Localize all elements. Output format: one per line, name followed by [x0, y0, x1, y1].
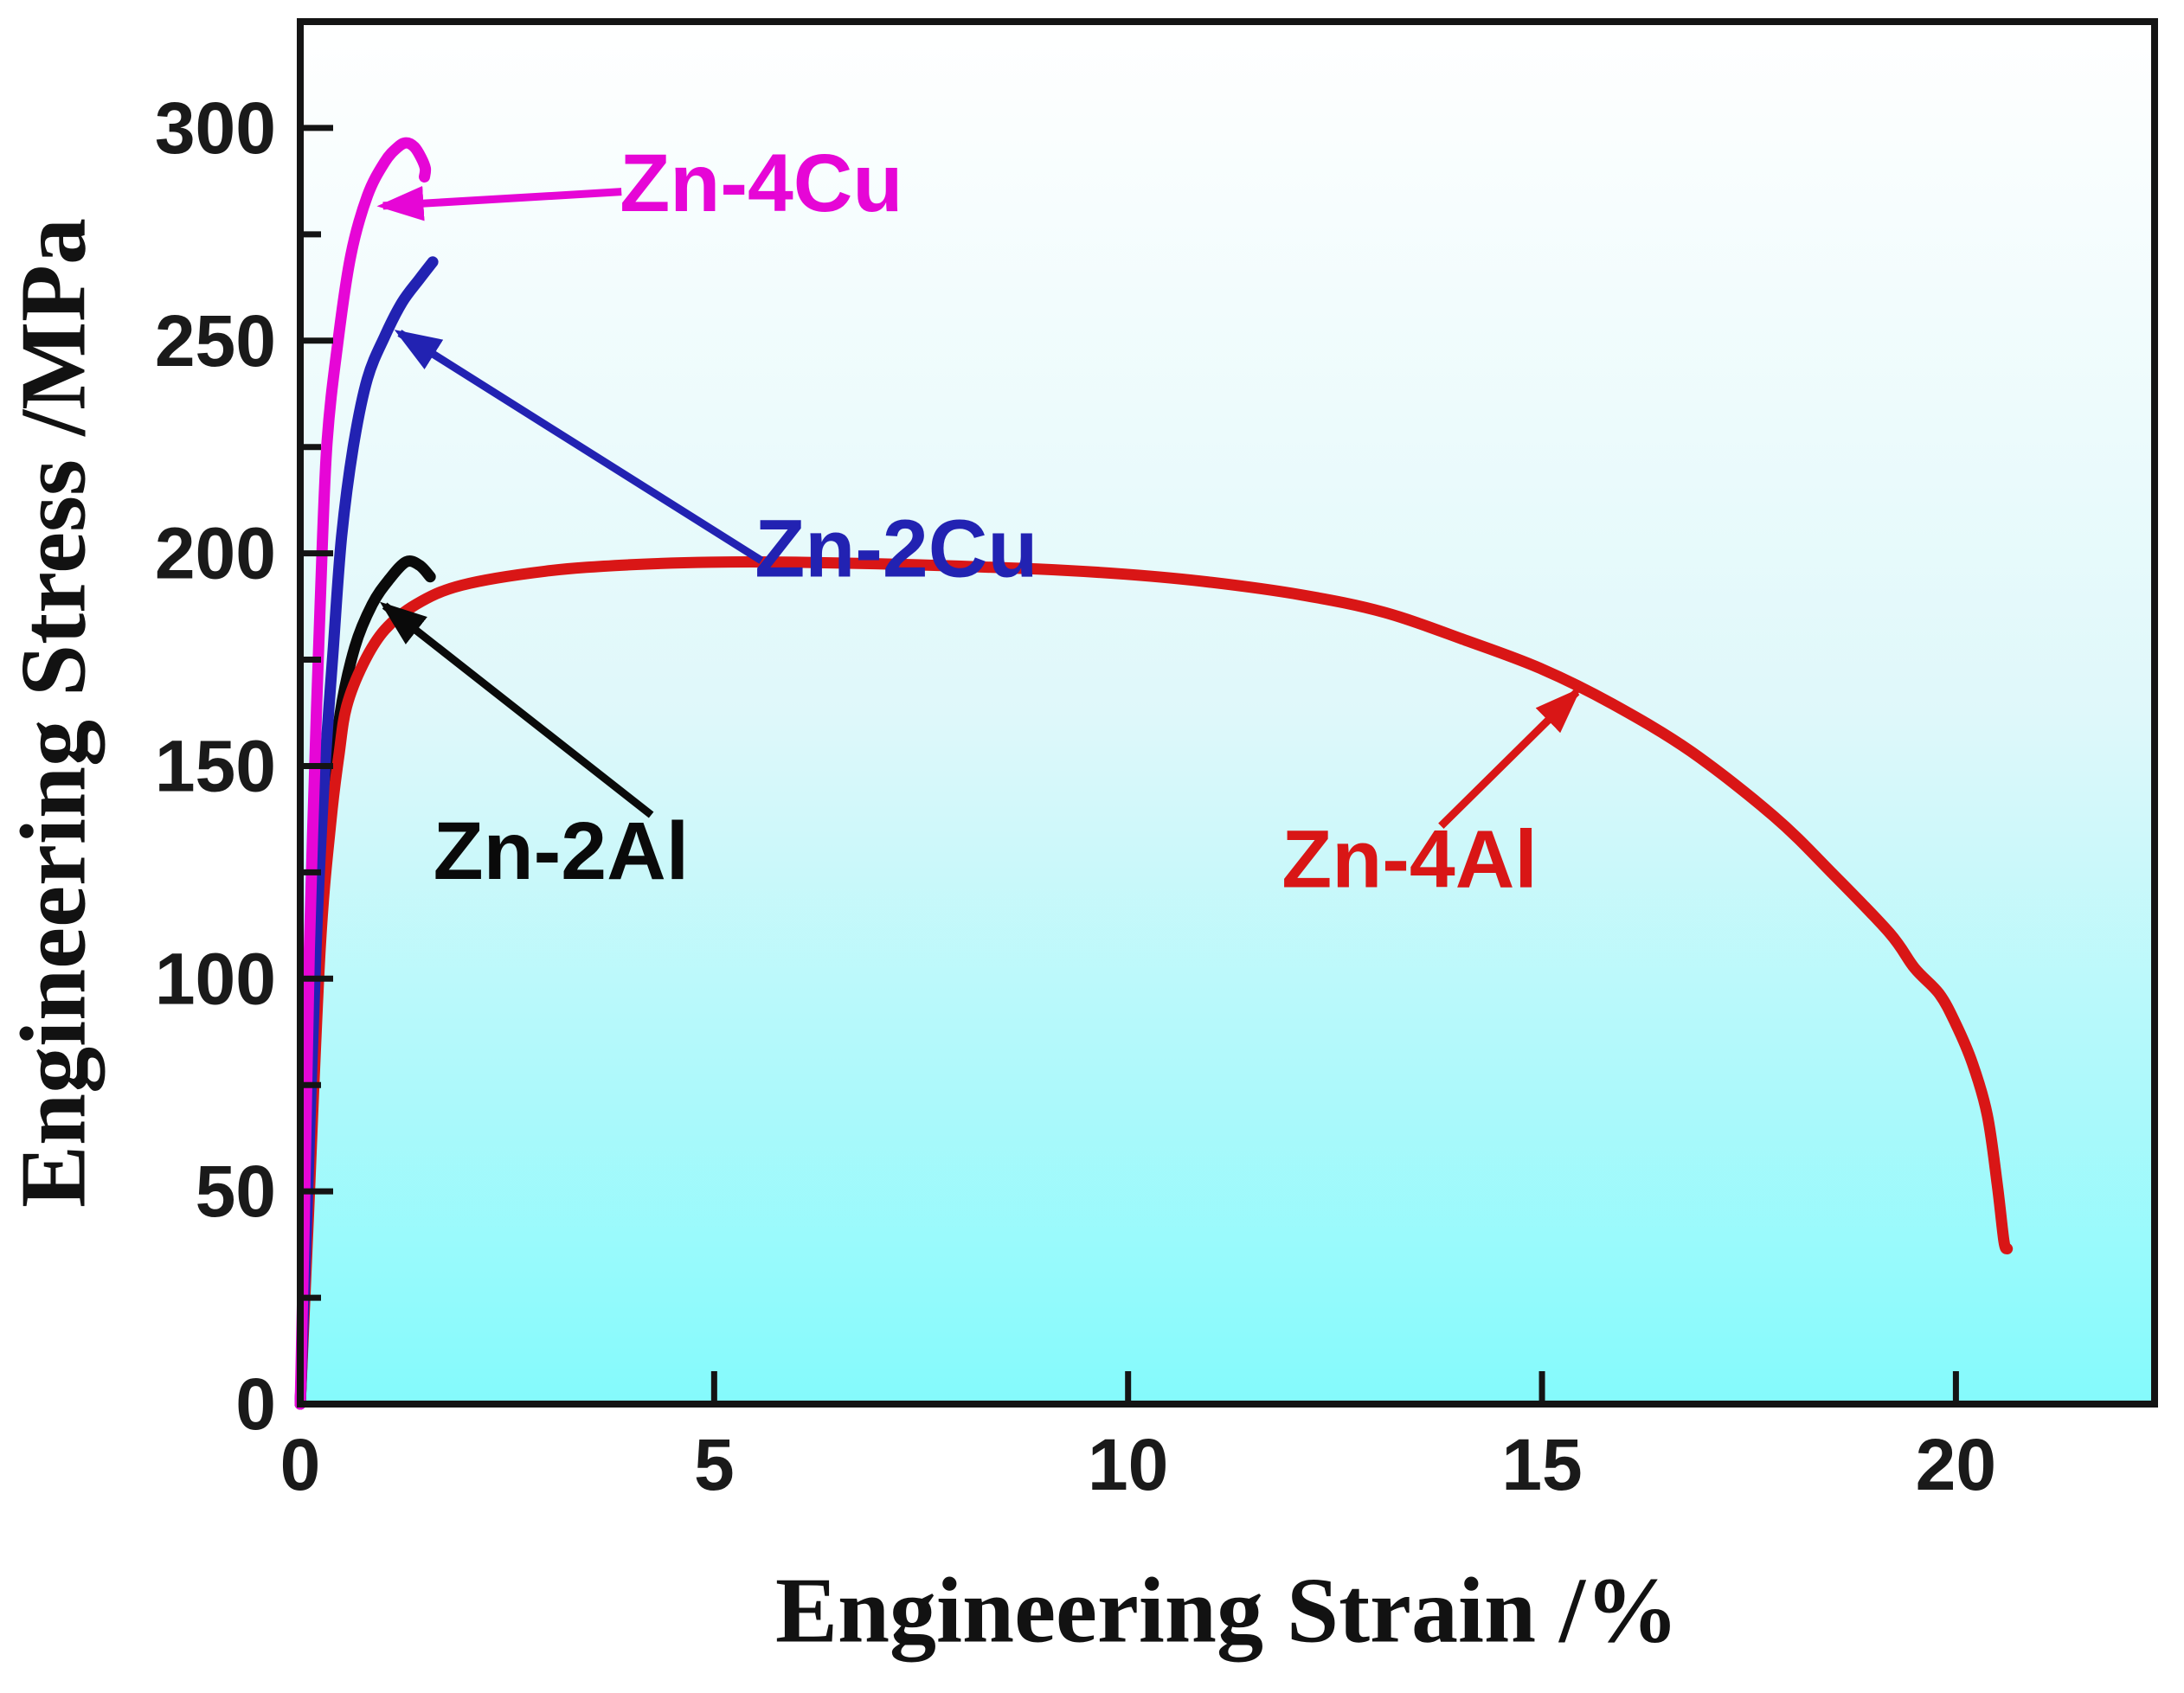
curve-annotations: Zn-4Cu Zn-2Cu Zn-2Al Zn-4Al [376, 138, 1582, 906]
x-axis-title: Engineering Strain /% [775, 1560, 1679, 1663]
x-tick-label-0: 0 [280, 1424, 321, 1505]
plot-border [297, 18, 2158, 1408]
y-tick-label-250: 250 [155, 300, 276, 382]
x-tick-label-15: 15 [1501, 1424, 1582, 1505]
annotation-label-zn-4al: Zn-4Al [1281, 814, 1538, 906]
y-axis-title: Engineering Stress /MPa [3, 218, 106, 1208]
y-tick-label-100: 100 [155, 938, 276, 1019]
y-tick-label-0: 0 [235, 1363, 276, 1445]
annotation-label-zn-2al: Zn-2Al [434, 805, 690, 897]
annotation-label-zn-2cu: Zn-2Cu [755, 503, 1037, 595]
curve-zn-4al [294, 556, 2014, 1410]
x-tick-label-10: 10 [1088, 1424, 1168, 1505]
tick-labels: 0 50 100 150 200 250 300 0 5 10 15 20 [155, 87, 1996, 1505]
annotation-arrow-zn-2cu [394, 330, 764, 564]
y-tick-label-150: 150 [155, 725, 276, 806]
y-tick-label-300: 300 [155, 87, 276, 169]
y-tick-label-50: 50 [196, 1151, 276, 1232]
annotation-label-zn-4cu: Zn-4Cu [620, 138, 903, 229]
x-tick-label-5: 5 [694, 1424, 735, 1505]
y-tick-label-200: 200 [155, 513, 276, 594]
annotation-arrow-zn-4al [1438, 687, 1582, 829]
annotation-arrow-zn-2al [379, 601, 654, 818]
series-curves [294, 137, 2014, 1410]
x-tick-label-20: 20 [1916, 1424, 1996, 1505]
curve-zn-4cu [294, 137, 432, 1410]
annotation-arrow-zn-4cu [376, 185, 622, 221]
plot-gradient-fill [300, 22, 2155, 1404]
plot-area-background [300, 22, 2155, 1404]
plot-frame [297, 18, 2158, 1408]
